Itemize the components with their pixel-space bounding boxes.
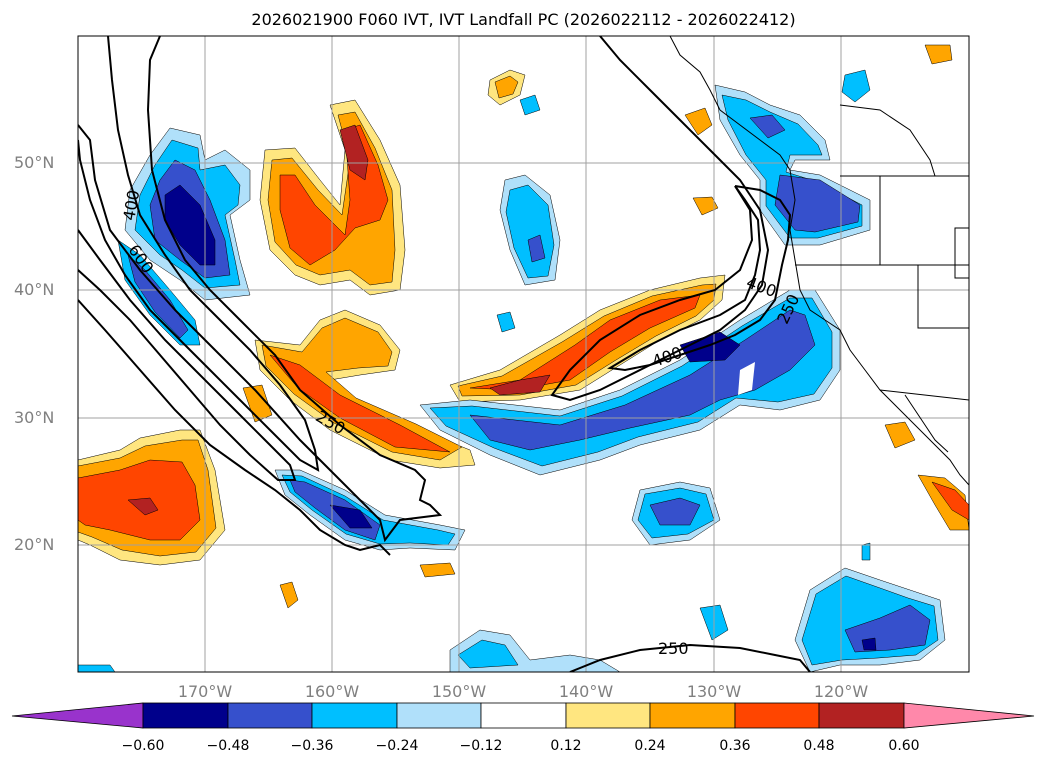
colorbar-bin (565, 702, 651, 729)
neg-blob-2 (841, 69, 871, 103)
contour-250-south (569, 643, 811, 672)
lat-label: 30°N (14, 408, 55, 427)
colorbar (11, 702, 1035, 729)
contour-outer-west (78, 299, 391, 556)
lat-label: 50°N (14, 153, 55, 172)
colorbar-bin (734, 702, 820, 729)
colorbar-tick-label: 0.12 (550, 738, 582, 754)
neg-hole-e (738, 362, 755, 395)
colorbar-tick-label: 0.24 (634, 738, 666, 754)
neg-region-mid-n-peak (527, 234, 546, 263)
lon-label: 160°W (304, 682, 360, 701)
pos-blob-3 (684, 107, 713, 136)
colorbar-bin (649, 702, 736, 729)
colorbar-bin (142, 702, 229, 729)
pos-region-w-peak (127, 497, 159, 516)
colorbar-tick-label: −0.60 (121, 738, 165, 754)
pos-blob-se (917, 474, 969, 531)
lon-label: 140°W (558, 682, 614, 701)
pos-region-c-core (269, 354, 451, 453)
neg-region-nw-tail-inner (127, 254, 189, 339)
neg-region-hawaii-peak (329, 504, 373, 529)
lon-label: 170°W (177, 682, 233, 701)
neg-region-s-core (649, 497, 701, 526)
colorbar-bin (480, 702, 567, 729)
colorbar-neg-extend (11, 702, 144, 729)
graticule (78, 36, 969, 672)
contour-250-east (550, 36, 770, 402)
neg-region-bottom-sw (78, 664, 116, 672)
pos-blob-7 (419, 562, 456, 578)
contour-400-west (78, 36, 320, 472)
neg-blob-1 (519, 94, 541, 116)
contour-label: 250 (658, 639, 689, 658)
ivt-fill-layer (78, 44, 969, 672)
colorbar-tick-label: −0.24 (375, 738, 419, 754)
neg-blob-3 (496, 311, 516, 333)
colorbar-tick-label: 0.48 (803, 738, 835, 754)
colorbar-tick-label: −0.48 (206, 738, 250, 754)
pos-blob-se-core (931, 481, 969, 521)
colorbar-bin (227, 702, 313, 729)
colorbar-tick-label: 0.60 (888, 738, 920, 754)
coastlines (669, 36, 969, 486)
lon-label: 150°W (431, 682, 487, 701)
pos-blob-1-core (494, 75, 519, 99)
lat-label: 20°N (14, 535, 55, 554)
colorbar-bin (311, 702, 398, 729)
neg-region-pnw-core2 (749, 114, 786, 139)
map-title: 2026021900 F060 IVT, IVT Landfall PC (20… (251, 10, 796, 29)
colorbar-tick-label: −0.12 (459, 738, 503, 754)
neg-region-se-peak (861, 637, 877, 651)
colorbar-tick-label: 0.36 (719, 738, 751, 754)
colorbar-tick-label: −0.36 (290, 738, 334, 754)
neg-region-bottom-core (457, 639, 519, 669)
colorbar-bin (396, 702, 482, 729)
pos-blob-2 (924, 44, 953, 65)
pos-blob-6 (279, 581, 299, 609)
neg-blob-5 (861, 542, 871, 561)
pos-blob-5 (884, 421, 916, 449)
lon-label: 120°W (813, 682, 869, 701)
contour-600-west (78, 229, 297, 481)
ivt-contours (78, 36, 811, 672)
contour-250-west (78, 36, 443, 543)
colorbar-bin (818, 702, 905, 729)
pos-region-e-peak (489, 374, 551, 396)
lat-label: 40°N (14, 280, 55, 299)
map-frame (77, 35, 970, 673)
neg-region-pnw-core (774, 174, 861, 233)
lon-label: 130°W (686, 682, 742, 701)
pos-blob-4 (692, 196, 719, 216)
colorbar-pos-extend (903, 702, 1035, 729)
